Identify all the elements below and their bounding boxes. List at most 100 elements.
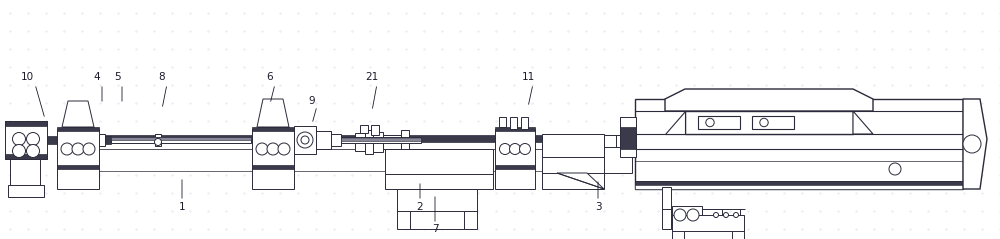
Bar	[105, 136, 111, 144]
Bar	[604, 135, 616, 157]
Bar	[510, 117, 517, 129]
Bar	[635, 181, 963, 189]
Bar	[495, 127, 535, 131]
Bar	[155, 134, 161, 146]
Bar	[401, 130, 409, 154]
Bar	[365, 130, 373, 154]
Bar	[72, 135, 627, 142]
Bar	[341, 138, 421, 141]
Circle shape	[72, 143, 84, 155]
Bar	[5, 121, 47, 159]
Bar	[72, 142, 627, 149]
Bar	[397, 189, 477, 229]
Bar	[72, 149, 627, 171]
Bar	[495, 167, 535, 189]
Bar	[331, 134, 341, 146]
Polygon shape	[853, 111, 873, 134]
Circle shape	[520, 143, 530, 154]
Circle shape	[510, 143, 520, 154]
Bar	[57, 127, 99, 131]
Bar	[355, 133, 365, 151]
Bar	[672, 206, 702, 224]
Bar	[672, 215, 744, 239]
Text: 4: 4	[94, 72, 100, 82]
Bar	[252, 165, 294, 169]
Text: 7: 7	[432, 224, 438, 234]
Bar	[635, 185, 963, 189]
Bar	[5, 154, 47, 159]
Text: 1: 1	[179, 202, 185, 212]
Bar	[752, 116, 794, 129]
Bar	[698, 116, 740, 129]
Bar	[8, 185, 44, 197]
Bar	[371, 125, 379, 135]
Circle shape	[714, 212, 718, 217]
Text: 11: 11	[521, 72, 535, 82]
Text: 8: 8	[159, 72, 165, 82]
Bar	[341, 137, 421, 143]
Bar	[662, 187, 671, 229]
Bar	[47, 136, 57, 144]
Text: 10: 10	[20, 72, 34, 82]
Text: 2: 2	[417, 202, 423, 212]
Bar	[521, 117, 528, 129]
Bar	[57, 167, 99, 189]
Circle shape	[706, 118, 714, 127]
Bar	[620, 127, 636, 149]
Bar	[252, 167, 294, 189]
Text: 9: 9	[309, 96, 315, 106]
Bar	[385, 149, 493, 189]
Circle shape	[13, 132, 26, 146]
Polygon shape	[557, 173, 604, 189]
Circle shape	[674, 209, 686, 221]
Bar	[604, 147, 632, 173]
Bar	[99, 134, 105, 146]
Circle shape	[760, 118, 768, 127]
Bar	[5, 121, 47, 126]
Bar	[635, 99, 963, 189]
Bar	[685, 111, 853, 134]
Bar	[373, 132, 383, 152]
Bar	[383, 135, 401, 149]
Circle shape	[278, 143, 290, 155]
Circle shape	[256, 143, 268, 155]
Bar	[542, 134, 604, 189]
Circle shape	[687, 209, 699, 221]
Text: 5: 5	[114, 72, 120, 82]
Bar	[252, 129, 294, 169]
Circle shape	[889, 163, 901, 175]
Circle shape	[301, 136, 309, 144]
Bar	[360, 125, 368, 133]
Bar	[604, 135, 632, 149]
Polygon shape	[665, 89, 873, 111]
Bar	[499, 117, 506, 127]
Bar	[495, 165, 535, 169]
Text: 6: 6	[267, 72, 273, 82]
Text: 3: 3	[595, 202, 601, 212]
Polygon shape	[257, 99, 289, 127]
Bar	[294, 126, 316, 154]
Bar	[495, 129, 535, 169]
Circle shape	[267, 143, 279, 155]
Text: 21: 21	[365, 72, 379, 82]
Bar	[111, 137, 251, 143]
Bar	[252, 127, 294, 131]
Bar	[111, 137, 251, 140]
Polygon shape	[665, 111, 685, 134]
Circle shape	[500, 143, 511, 154]
Circle shape	[83, 143, 95, 155]
Circle shape	[61, 143, 73, 155]
Circle shape	[27, 145, 40, 158]
Bar	[10, 159, 40, 189]
Circle shape	[297, 132, 313, 148]
Circle shape	[155, 138, 162, 146]
Bar	[57, 165, 99, 169]
Bar	[316, 131, 331, 149]
Circle shape	[27, 132, 40, 146]
Circle shape	[13, 145, 26, 158]
Circle shape	[734, 212, 738, 217]
Polygon shape	[963, 99, 987, 189]
Bar	[702, 209, 722, 221]
Bar	[620, 117, 636, 157]
Bar	[57, 129, 99, 169]
